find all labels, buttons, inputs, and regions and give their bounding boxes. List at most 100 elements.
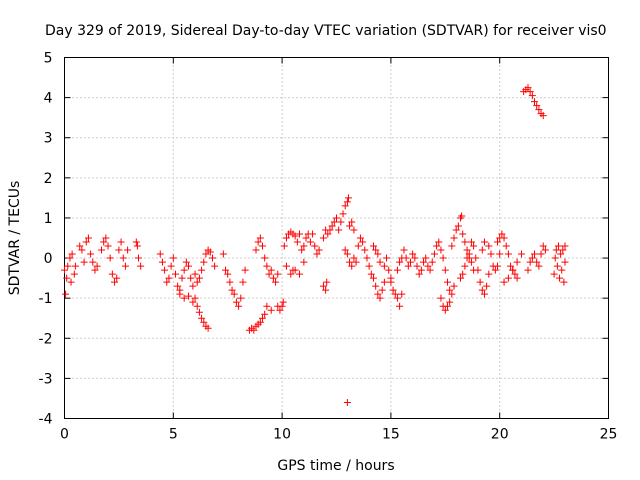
data-point <box>491 266 499 274</box>
data-point <box>485 270 493 278</box>
data-point <box>343 398 351 406</box>
data-point <box>372 282 380 290</box>
data-point <box>352 258 360 266</box>
data-point <box>356 234 364 242</box>
data-point <box>237 294 245 302</box>
y-tick-label: -4 <box>39 412 53 428</box>
data-point <box>457 274 465 282</box>
data-point <box>433 242 441 250</box>
data-point <box>106 254 114 262</box>
data-point <box>263 302 271 310</box>
data-point <box>252 246 260 254</box>
data-point <box>267 266 275 274</box>
data-point <box>204 324 212 332</box>
data-point <box>478 286 486 294</box>
data-point <box>156 250 164 258</box>
data-point <box>87 250 95 258</box>
data-point <box>343 250 351 258</box>
data-point <box>191 270 199 278</box>
data-point <box>319 234 327 242</box>
grid-lines <box>64 57 609 419</box>
data-point <box>195 308 203 316</box>
data-point <box>313 250 321 258</box>
data-point <box>458 212 466 220</box>
data-point <box>302 234 310 242</box>
data-point <box>513 258 521 266</box>
data-point <box>396 302 404 310</box>
data-point <box>348 262 356 270</box>
data-point <box>63 274 71 282</box>
data-point <box>193 302 201 310</box>
data-point <box>554 242 562 250</box>
data-point <box>494 238 502 246</box>
data-point <box>80 258 88 266</box>
data-point <box>430 250 438 258</box>
data-point <box>409 250 417 258</box>
data-point <box>502 242 510 250</box>
y-tick-label: -2 <box>39 331 53 347</box>
data-point <box>393 266 401 274</box>
y-tick-label: -1 <box>39 291 53 307</box>
data-point <box>485 242 493 250</box>
data-point <box>437 294 445 302</box>
data-point <box>61 266 68 274</box>
data-point <box>413 262 421 270</box>
data-point <box>191 294 199 302</box>
data-point <box>539 242 547 250</box>
data-point <box>443 278 451 286</box>
data-point <box>524 84 532 92</box>
data-point <box>380 278 388 286</box>
data-point <box>241 266 249 274</box>
data-point <box>119 254 127 262</box>
data-point <box>261 254 269 262</box>
data-point <box>124 246 132 254</box>
data-point <box>78 246 86 254</box>
data-point <box>76 242 84 250</box>
data-point <box>467 238 475 246</box>
data-point <box>261 310 269 318</box>
data-point <box>189 298 197 306</box>
plot-frame <box>64 57 609 419</box>
data-point <box>391 290 399 298</box>
data-point <box>369 242 377 250</box>
data-point <box>132 238 140 246</box>
data-point <box>459 270 467 278</box>
axis-ticks: 0 5 10 15 20 25 -4 -3 -2 -1 0 1 2 3 4 5 <box>39 51 618 443</box>
data-point <box>68 250 76 258</box>
x-tick-label: 25 <box>600 427 618 443</box>
data-point <box>269 274 277 282</box>
data-point <box>167 262 175 270</box>
data-point <box>507 262 515 270</box>
data-point <box>400 246 408 254</box>
data-point <box>561 242 569 250</box>
data-point <box>526 258 534 266</box>
data-point <box>256 234 264 242</box>
data-point <box>256 318 264 326</box>
data-point <box>278 302 286 310</box>
data-point <box>202 250 210 258</box>
data-point <box>393 294 401 302</box>
data-point <box>343 198 351 206</box>
data-point <box>443 302 451 310</box>
data-point <box>324 230 332 238</box>
data-point <box>108 270 116 278</box>
data-point <box>134 254 142 262</box>
data-point <box>226 278 234 286</box>
data-point <box>504 250 512 258</box>
data-point <box>426 266 434 274</box>
data-point <box>280 242 288 250</box>
data-point <box>239 278 247 286</box>
x-tick-label: 20 <box>491 427 509 443</box>
data-point <box>84 234 92 242</box>
data-point <box>452 226 460 234</box>
data-point <box>517 250 525 258</box>
data-point <box>422 254 430 262</box>
data-point <box>524 266 532 274</box>
data-point <box>113 274 121 282</box>
data-point <box>531 98 539 106</box>
data-point <box>396 258 404 266</box>
data-point <box>496 250 504 258</box>
data-point <box>66 254 74 262</box>
y-tick-label: 2 <box>44 171 53 187</box>
data-point <box>178 274 186 282</box>
